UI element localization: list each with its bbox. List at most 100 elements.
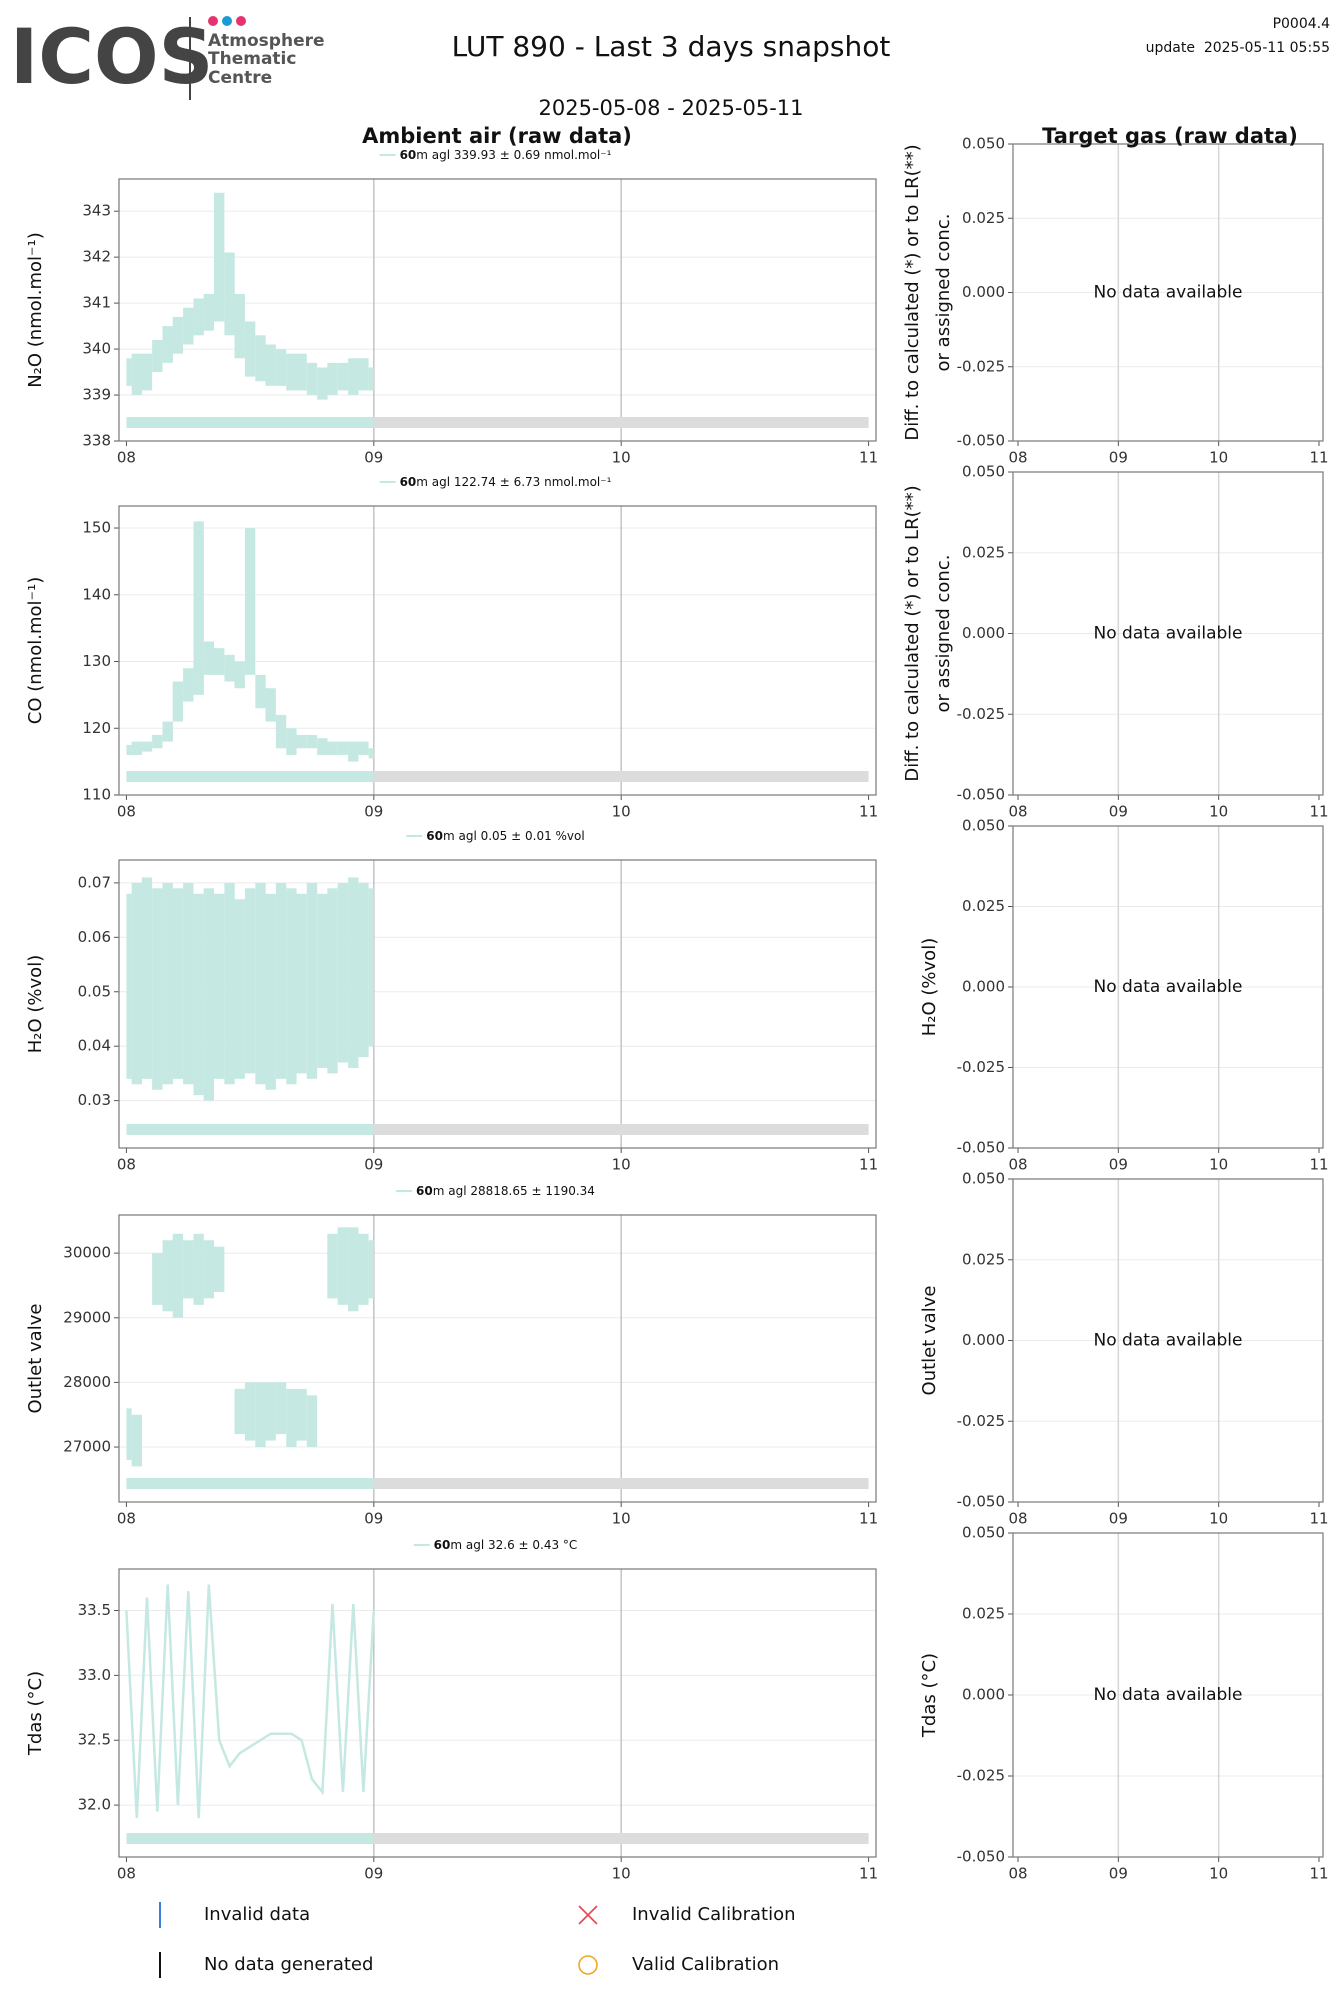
data-band	[162, 326, 173, 363]
y-tick-label: -0.050	[957, 432, 1005, 450]
no-data-note: No data available	[1094, 1685, 1243, 1705]
data-band	[234, 293, 245, 359]
data-band	[306, 362, 318, 396]
data-band	[162, 721, 173, 742]
data-band	[348, 741, 359, 762]
panel: -0.050 -0.025 0.000 0.025 0.050 08 09 10 11 No da…	[902, 124, 1329, 467]
x-tick-label: 08	[117, 1510, 136, 1528]
y-tick-label: 0.050	[962, 463, 1005, 481]
legend-label: Invalid Calibration	[632, 1904, 796, 1925]
coverage-strip	[126, 771, 374, 782]
data-band	[244, 888, 256, 1074]
data-band	[327, 888, 338, 1074]
data-band	[141, 741, 153, 752]
series-legend-name: 60	[416, 1184, 433, 1198]
x-tick-label: 08	[1008, 1156, 1027, 1174]
y-tick-label: 0.000	[962, 1331, 1005, 1349]
y-tick-label: 0.000	[962, 1686, 1005, 1704]
x-tick-label: 08	[1008, 449, 1027, 467]
y-tick-label: -0.050	[957, 1848, 1005, 1866]
series-legend-name: 60	[426, 829, 443, 843]
y-tick-label: 33.0	[78, 1666, 111, 1684]
series-legend-label: m agl 339.93 ± 0.69 nmol.mol⁻¹	[416, 148, 611, 162]
data-band	[296, 353, 307, 391]
x-tick-label: 11	[1309, 449, 1328, 467]
data-band	[348, 358, 359, 396]
data-band	[152, 339, 163, 373]
data-band	[193, 893, 204, 1096]
x-tick-label: 10	[612, 1865, 631, 1883]
x-tick-label: 10	[612, 1510, 631, 1528]
data-band	[126, 358, 132, 386]
y-tick-label: 120	[82, 719, 111, 737]
x-tick-label: 10	[1209, 803, 1228, 821]
x-tick-label: 09	[1109, 1510, 1128, 1528]
x-tick-label: 09	[364, 1510, 383, 1528]
x-tick-label: 09	[364, 1865, 383, 1883]
missing-strip	[373, 1124, 869, 1135]
data-band	[162, 1240, 173, 1312]
plot-frame	[118, 1568, 877, 1858]
data-band	[348, 877, 359, 1068]
series-legend-label: m agl 32.6 ± 0.43 °C	[450, 1538, 577, 1552]
y-tick-label: 150	[82, 519, 111, 537]
x-tick-label: 10	[1209, 1156, 1228, 1174]
x-tick-label: 08	[117, 803, 136, 821]
legend-label: Invalid data	[204, 1904, 310, 1925]
data-band	[286, 353, 297, 391]
page-title: LUT 890 - Last 3 days snapshot	[452, 30, 891, 63]
data-band	[234, 899, 245, 1079]
y-tick-label: 29000	[63, 1308, 111, 1326]
x-tick-label: 08	[117, 1156, 136, 1174]
data-band	[224, 252, 235, 336]
logo-text: Atmosphere	[208, 31, 325, 51]
data-band	[286, 888, 297, 1085]
data-band	[358, 882, 369, 1058]
panel-title: Ambient air (raw data)	[362, 124, 632, 148]
data-band	[296, 734, 307, 749]
update-time: update 2025-05-11 05:55	[1146, 40, 1330, 56]
x-tick-label: 11	[859, 1510, 878, 1528]
series-legend-name: 60	[400, 475, 417, 489]
y-tick-label: -0.025	[957, 1767, 1005, 1785]
data-band	[224, 882, 235, 1085]
x-tick-label: 08	[1008, 803, 1027, 821]
data-band	[327, 741, 338, 755]
y-tick-label: 0.050	[962, 817, 1005, 835]
missing-strip	[373, 771, 869, 782]
y-tick-label: 32.5	[78, 1731, 111, 1749]
no-data-note: No data available	[1094, 977, 1243, 997]
data-band	[172, 681, 184, 722]
y-tick-label: 130	[82, 652, 111, 670]
x-tick-label: 11	[1309, 1865, 1328, 1883]
panel: 32.0 32.5 33.0 33.5 08 09 10 11 60m agl 32.6 ± 0…	[25, 1538, 878, 1883]
panel: -0.050 -0.025 0.000 0.025 0.050 08 09 10 11 No da…	[919, 817, 1329, 1174]
data-band	[213, 648, 225, 675]
x-tick-label: 09	[1109, 803, 1128, 821]
data-band	[234, 661, 245, 689]
y-tick-label: 0.050	[962, 1524, 1005, 1542]
data-band	[348, 1227, 359, 1312]
data-band	[172, 1233, 184, 1318]
y-tick-label: 341	[82, 294, 111, 312]
y-tick-label: -0.050	[957, 1139, 1005, 1157]
data-band	[337, 882, 349, 1063]
x-tick-label: 08	[1008, 1865, 1027, 1883]
data-band	[203, 1240, 214, 1299]
logo: ICOS	[10, 12, 213, 101]
plot-frame	[1012, 825, 1324, 1149]
data-band	[306, 734, 318, 749]
series-legend: 60m agl 339.93 ± 0.69 nmol.mol⁻¹	[400, 148, 612, 162]
y-axis-label: N₂O (nmol.mol⁻¹)	[25, 232, 46, 388]
y-tick-label: 32.0	[78, 1796, 111, 1814]
data-band	[306, 882, 318, 1079]
y-tick-label: 28000	[63, 1373, 111, 1391]
plot-frame	[1012, 1532, 1324, 1858]
y-axis-label: Outlet valve	[25, 1304, 46, 1414]
y-tick-label: -0.050	[957, 1493, 1005, 1511]
data-band	[213, 893, 225, 1079]
panel-title: Target gas (raw data)	[1042, 124, 1298, 148]
x-tick-label: 10	[612, 1156, 631, 1174]
y-tick-label: -0.025	[957, 357, 1005, 375]
